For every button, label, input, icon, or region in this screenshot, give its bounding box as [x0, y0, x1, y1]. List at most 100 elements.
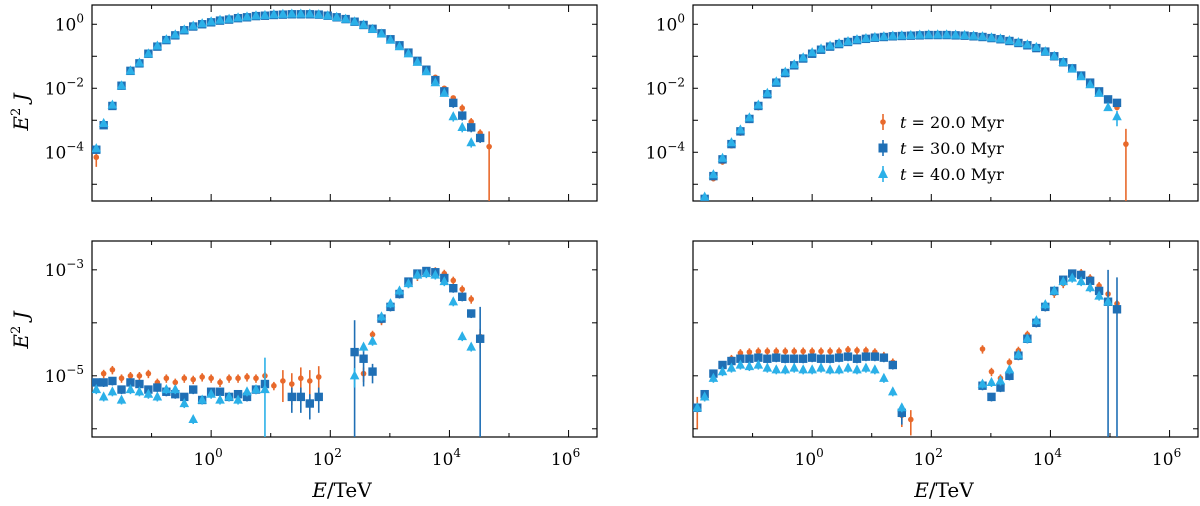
bottom-left-point-triangle: [385, 298, 396, 308]
top-right-point-triangle: [959, 29, 970, 39]
legend: t = 20.0 Myr t = 30.0 Myr t = 40.0 Myr: [878, 113, 1004, 184]
top-right-point-triangle: [1076, 71, 1086, 81]
top-left-point-triangle: [278, 8, 288, 18]
bottom-left-point-circle: [307, 378, 313, 384]
bottom-right-point-square: [772, 353, 781, 362]
bottom-right-point-circle: [818, 348, 824, 355]
top-left-y-tick-label: 10−4: [45, 139, 85, 163]
top-right-point-triangle: [897, 30, 907, 40]
bottom-left-point-circle: [163, 375, 170, 382]
bottom-left-point-triangle: [376, 311, 387, 321]
bottom-right-data: [693, 268, 1122, 437]
top-right-point-triangle: [1040, 46, 1051, 56]
bottom-right-point-triangle: [744, 360, 755, 371]
bottom-right-point-square: [825, 354, 835, 363]
top-right-point-triangle: [735, 124, 746, 134]
bottom-left-point-circle: [244, 374, 250, 380]
bottom-right-point-square: [727, 356, 736, 366]
bottom-right-point-square: [754, 353, 763, 362]
top-left-point-triangle: [116, 80, 127, 90]
top-left-point-triangle: [179, 24, 190, 34]
top-left-series-square: [92, 10, 485, 154]
bottom-left-x-tick-label: 102: [313, 446, 342, 470]
y-axis-label-bottom: E2 J: [9, 310, 33, 349]
top-left-point-triangle: [385, 34, 396, 44]
top-right-point-triangle: [995, 33, 1006, 43]
bottom-left-point-circle: [109, 366, 116, 373]
top-right-point-triangle: [1094, 87, 1104, 97]
bottom-left-point-triangle: [134, 386, 145, 396]
top-right-point-triangle: [834, 38, 844, 48]
top-right-point-triangle: [888, 30, 898, 40]
legend-label: t = 40.0 Myr: [900, 165, 1004, 184]
bottom-left-point-square: [135, 379, 144, 389]
bottom-right-point-square: [718, 360, 727, 370]
bottom-right-point-triangle: [807, 364, 817, 374]
bottom-right-point-triangle: [852, 364, 862, 374]
bottom-left-point-triangle: [233, 394, 243, 404]
legend-item-triangle: t = 40.0 Myr: [878, 165, 1004, 184]
bottom-right-point-triangle: [816, 362, 826, 372]
top-left-point-triangle: [376, 28, 387, 38]
bottom-right-point-triangle: [1076, 276, 1086, 286]
bottom-right-point-triangle: [1013, 349, 1024, 359]
bottom-right-point-triangle: [995, 375, 1006, 385]
top-left-point-triangle: [143, 48, 154, 58]
bottom-right-point-triangle: [717, 366, 728, 376]
top-right-point-triangle: [762, 87, 773, 97]
top-left-point-triangle: [170, 29, 181, 39]
top-left-point-square: [475, 133, 485, 143]
bottom-left-point-triangle: [242, 386, 252, 396]
bottom-left-point-square: [368, 367, 377, 376]
top-left-point-triangle: [322, 10, 333, 20]
bottom-right-point-triangle: [1085, 282, 1095, 292]
bottom-right-point-triangle: [1040, 299, 1051, 309]
bottom-left-point-square: [126, 378, 135, 387]
bottom-left-point-triangle: [367, 335, 378, 345]
bottom-left-point-square: [233, 389, 243, 399]
top-left-point-triangle: [296, 8, 306, 18]
top-left-point-triangle: [448, 111, 459, 121]
bottom-left-point-square: [467, 309, 476, 318]
top-left-point-triangle: [98, 117, 109, 127]
bottom-right-point-circle: [863, 347, 869, 354]
bottom-left-data: [92, 266, 485, 437]
top-right-point-triangle: [906, 29, 916, 39]
bottom-left-point-square: [99, 378, 108, 387]
top-left-series-circle: [93, 11, 492, 201]
top-right-point-triangle: [780, 66, 791, 76]
bottom-left-point-circle: [369, 331, 376, 338]
bottom-right-point-circle: [1006, 359, 1013, 366]
top-right-point-triangle: [789, 59, 800, 69]
bottom-left-point-triangle: [394, 285, 405, 295]
bottom-left-point-triangle: [260, 384, 270, 394]
top-left-point-triangle: [412, 56, 423, 66]
bottom-right-point-square: [834, 353, 844, 362]
top-right-point-triangle: [816, 43, 826, 53]
top-right-series-triangle: [699, 29, 1122, 201]
top-right-point-triangle: [717, 152, 728, 162]
top-left-data: [92, 8, 492, 201]
top-left-point-triangle: [134, 57, 145, 67]
bottom-right-point-square: [807, 353, 817, 362]
bottom-left-point-triangle: [152, 391, 163, 401]
bottom-right-point-square: [1112, 305, 1122, 314]
bottom-right-point-circle: [782, 348, 789, 355]
top-right-point-triangle: [726, 137, 737, 147]
bottom-left-point-square: [153, 383, 162, 392]
top-right-point-triangle: [753, 99, 764, 109]
top-right-point-triangle: [798, 52, 808, 62]
top-left-point-triangle: [260, 9, 270, 19]
legend-marker-circle: [880, 119, 886, 125]
bottom-left-point-triangle: [170, 384, 181, 394]
bottom-left-frame: [91, 240, 598, 438]
bottom-left-point-circle: [235, 375, 241, 382]
bottom-left-y-tick-label: 10−5: [45, 363, 84, 387]
bottom-left-point-circle: [253, 375, 259, 382]
bottom-left-point-triangle: [161, 384, 172, 394]
bottom-right-x-tick-label: 104: [1033, 446, 1063, 470]
top-right-point-triangle: [708, 169, 719, 179]
bottom-right-point-triangle: [708, 372, 719, 382]
bottom-left-point-triangle: [116, 394, 127, 404]
